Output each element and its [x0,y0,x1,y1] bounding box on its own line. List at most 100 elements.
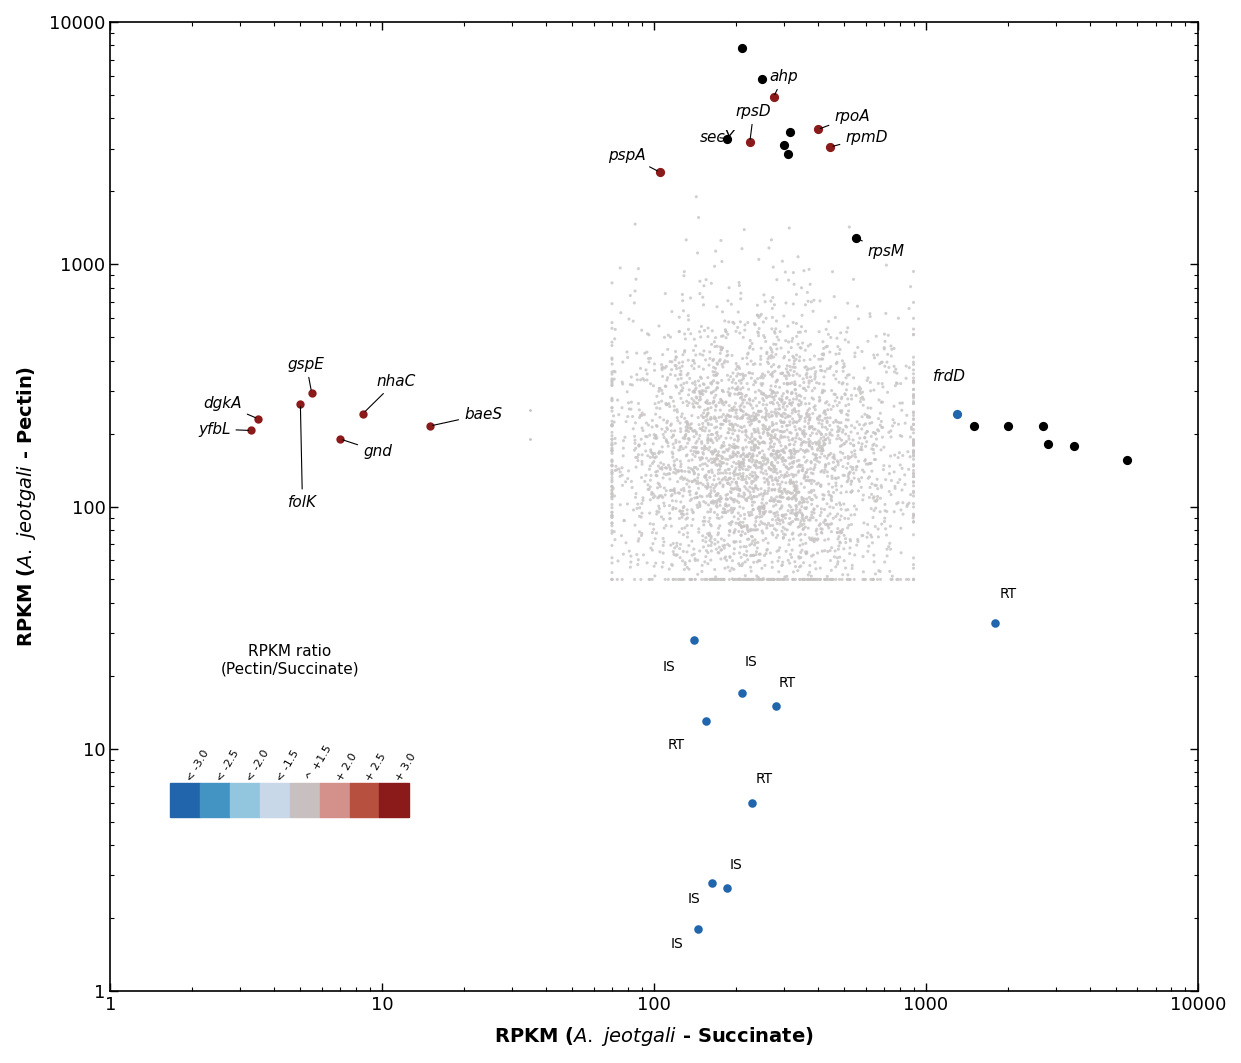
Point [242,422,262,439]
Point [838,367,858,384]
Point [679,307,699,324]
Point [704,359,724,376]
Point [776,474,795,491]
Point [704,434,724,451]
Point [709,491,728,508]
Point [707,451,727,468]
Point [815,432,835,449]
Point [747,521,767,538]
Point [688,460,707,477]
Point [823,470,843,487]
Point [792,494,812,511]
Point [712,508,732,525]
Point [730,385,750,402]
Point [758,454,778,471]
Point [715,437,735,454]
Point [767,371,787,388]
Point [700,394,720,411]
Point [781,516,800,533]
Point [669,323,689,340]
Point [820,571,840,588]
Point [625,440,645,457]
Point [881,428,901,445]
Point [844,465,864,482]
Point [707,338,727,355]
Point [715,469,735,486]
Point [652,421,671,438]
Point [779,352,799,369]
Point [706,571,726,588]
Point [696,394,716,411]
Point [771,501,791,518]
Point [705,334,725,351]
Point [803,571,823,588]
Point [644,355,664,372]
Point [735,399,755,416]
Point [643,486,663,503]
Point [824,367,844,384]
Point [753,417,773,434]
Point [789,408,809,425]
Point [827,571,846,588]
Point [833,458,853,475]
Point [722,458,742,475]
Point [776,571,795,588]
Point [782,374,802,391]
Point [795,444,815,461]
Point [773,428,793,445]
Point [838,571,858,588]
Point [855,571,875,588]
Point [688,921,707,938]
Point [702,445,722,462]
Point [755,470,774,487]
Point [835,435,855,452]
Point [740,410,759,427]
Point [871,516,891,533]
Point [742,335,762,352]
Point [829,571,849,588]
Point [745,465,764,482]
Point [747,568,767,585]
Point [668,546,688,563]
Point [730,360,750,377]
Point [745,437,764,454]
Point [671,456,691,473]
Point [889,494,908,511]
Point [732,389,752,406]
Point [731,519,751,536]
Point [602,461,622,478]
Point [685,448,705,465]
Point [763,289,783,306]
Point [830,496,850,513]
Point [683,461,702,478]
Point [686,388,706,405]
Point [643,541,663,558]
Point [903,407,923,424]
Point [738,461,758,478]
Point [629,508,649,525]
Point [710,453,730,470]
Point [691,434,711,451]
Point [673,292,692,309]
Point [705,408,725,425]
Point [779,450,799,467]
Point [791,493,810,510]
Point [839,466,859,483]
Point [774,428,794,445]
Point [743,502,763,519]
Point [737,468,757,485]
Point [655,487,675,504]
Point [735,322,755,339]
Point [623,376,643,393]
Point [727,368,747,385]
Point [787,347,807,364]
Point [810,407,830,424]
Point [820,432,840,449]
Point [841,423,861,440]
Point [709,571,728,588]
Point [778,483,798,500]
Point [722,416,742,433]
Point [733,468,753,485]
Point [712,253,732,270]
Point [644,429,664,446]
